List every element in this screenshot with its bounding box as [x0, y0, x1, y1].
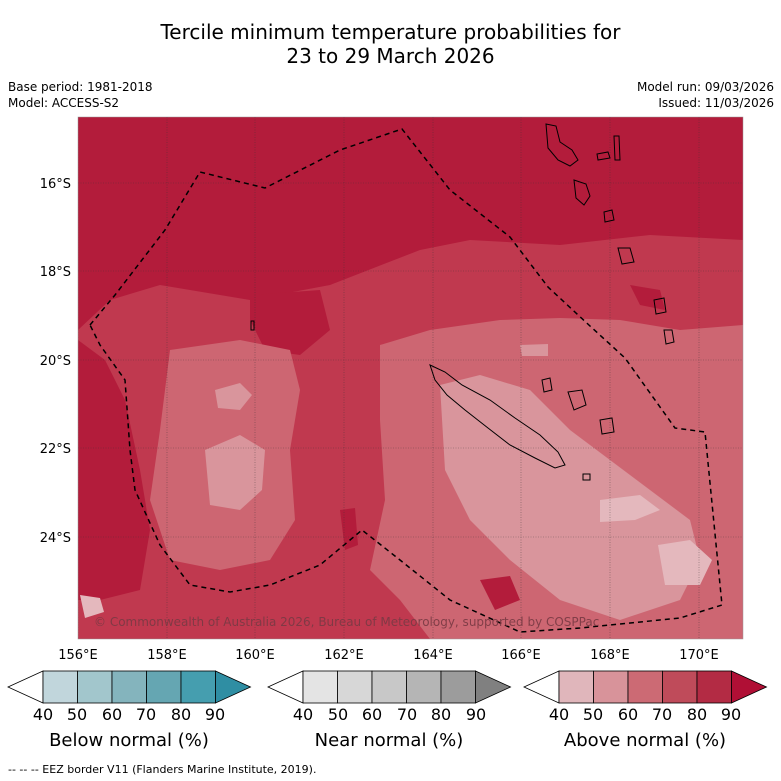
loyalty-island-2 [567, 389, 587, 411]
lon-label-170e: 170°E [679, 648, 719, 663]
lon-label-160e: 160°E [235, 648, 275, 663]
chesterfield-reef [250, 320, 255, 331]
near-tick-60: 60 [361, 705, 383, 724]
vanuatu-tanna [653, 297, 667, 315]
above-normal-label: Above normal (%) [563, 730, 727, 751]
near-colorbar-segment [406, 670, 442, 704]
near-colorbar-min-arrow [267, 670, 304, 704]
below-colorbar-max-arrow [215, 670, 252, 704]
lat-label-16s: 16°S [40, 177, 71, 192]
graticule [78, 117, 743, 639]
lon-labels: 156°E 158°E 160°E 162°E 164°E 166°E 168°… [58, 648, 719, 663]
below-tick-80: 80 [170, 705, 192, 724]
title-line-1: Tercile minimum temperature probabilitie… [160, 20, 621, 44]
above-80-90-patch-central [250, 290, 330, 355]
lon-label-156e: 156°E [58, 648, 98, 663]
eez-footnote: -- -- -- EEZ border V11 (Flanders Marine… [8, 763, 317, 776]
above-tick-70: 70 [651, 705, 673, 724]
below-colorbar-segment [180, 670, 216, 704]
issued-date: Issued: 11/03/2026 [658, 96, 774, 110]
below-normal-label: Below normal (%) [49, 730, 209, 751]
lon-label-162e: 162°E [324, 648, 364, 663]
above-80-90-spot-south [340, 508, 520, 610]
vanuatu-ambae [596, 151, 611, 161]
new-caledonia-island [429, 364, 566, 469]
above-colorbar-max-arrow [731, 670, 768, 704]
below-colorbar-segment [77, 670, 113, 704]
base-period: Base period: 1981-2018 [8, 80, 153, 94]
above-colorbar-segment [627, 670, 663, 704]
lat-labels: 16°S 18°S 20°S 22°S 24°S [40, 177, 71, 546]
above-colorbar-segment [558, 670, 594, 704]
vanuatu-pentecost [613, 135, 621, 161]
above-tick-60: 60 [617, 705, 639, 724]
near-colorbar-segment [337, 670, 373, 704]
near-tick-70: 70 [396, 705, 418, 724]
above-80-90-patch-ne [630, 285, 665, 310]
loyalty-island-1 [541, 377, 553, 393]
lon-label-166e: 166°E [501, 648, 541, 663]
copyright-text: © Commonwealth of Australia 2026, Bureau… [94, 615, 599, 629]
lon-label-158e: 158°E [147, 648, 187, 663]
below-tick-50: 50 [66, 705, 88, 724]
near-colorbar-segment [371, 670, 407, 704]
above-tick-50: 50 [582, 705, 604, 724]
above-colorbar-segment [593, 670, 629, 704]
lat-label-18s: 18°S [40, 265, 71, 280]
map-frame [77, 116, 744, 640]
lat-label-22s: 22°S [40, 442, 71, 457]
vanuatu-efate [603, 209, 615, 223]
near-tick-50: 50 [327, 705, 349, 724]
above-colorbar-segment [662, 670, 698, 704]
vanuatu-espiritu-santo [545, 123, 579, 167]
below-tick-70: 70 [135, 705, 157, 724]
below-tick-90: 90 [204, 705, 226, 724]
eez-border [89, 128, 723, 633]
lat-label-20s: 20°S [40, 354, 71, 369]
vanuatu-erromango [617, 247, 635, 265]
near-colorbar-segment [440, 670, 476, 704]
coastlines [250, 123, 675, 481]
above-40-50-region [80, 495, 712, 618]
vanuatu-malekula [573, 179, 591, 206]
near-normal-label: Near normal (%) [314, 730, 464, 751]
near-tick-90: 90 [465, 705, 487, 724]
near-tick-80: 80 [430, 705, 452, 724]
model-name: Model: ACCESS-S2 [8, 96, 120, 110]
near-tick-40: 40 [292, 705, 314, 724]
lat-label-24s: 24°S [40, 531, 71, 546]
model-run: Model run: 09/03/2026 [636, 80, 774, 94]
title-line-2: 23 to 29 March 2026 [286, 44, 495, 68]
loyalty-island-3 [599, 417, 615, 435]
near-colorbar-segment [302, 670, 338, 704]
below-colorbar-segment [42, 670, 78, 704]
isle-of-pines [582, 473, 591, 481]
above-tick-80: 80 [686, 705, 708, 724]
legend-colorbars [7, 670, 768, 704]
above-colorbar-min-arrow [523, 670, 560, 704]
above-tick-90: 90 [720, 705, 742, 724]
below-tick-60: 60 [101, 705, 123, 724]
above-colorbar-segment [696, 670, 732, 704]
lon-label-168e: 168°E [590, 648, 630, 663]
below-colorbar-segment [111, 670, 147, 704]
below-tick-40: 40 [32, 705, 54, 724]
above-80-90-patch-west [78, 340, 150, 600]
above-tick-40: 40 [548, 705, 570, 724]
vanuatu-aneityum [663, 329, 675, 345]
near-colorbar-max-arrow [475, 670, 512, 704]
lon-label-164e: 164°E [413, 648, 453, 663]
below-colorbar-min-arrow [7, 670, 44, 704]
below-colorbar-segment [146, 670, 182, 704]
above-50-60-region [205, 344, 700, 620]
map-field [78, 117, 743, 639]
